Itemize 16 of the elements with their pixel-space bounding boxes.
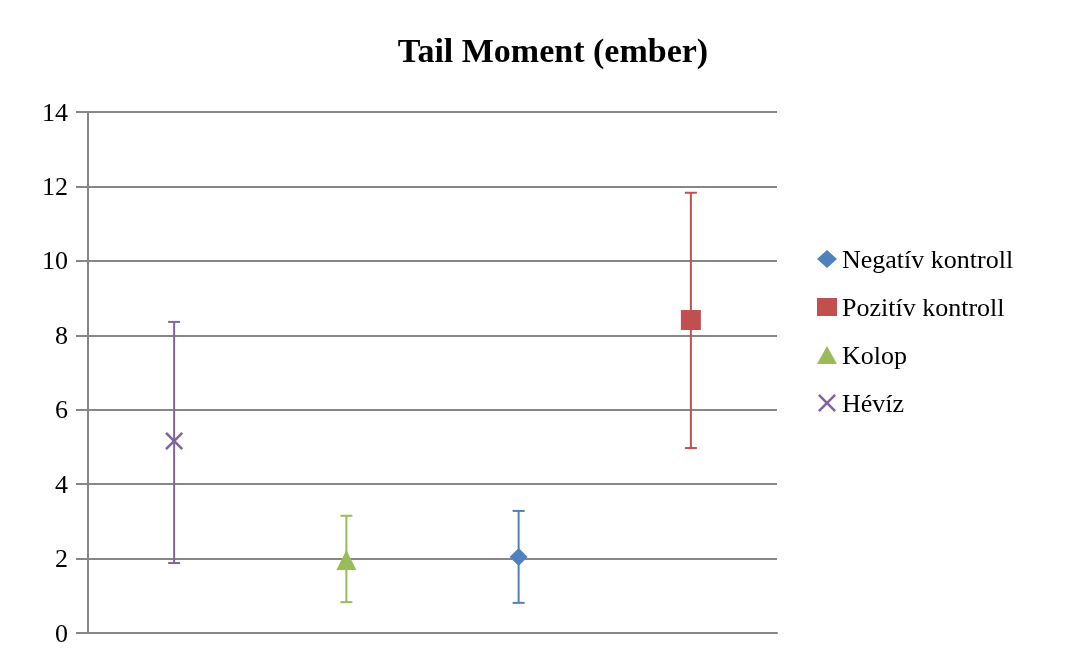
legend-label: Negatív kontroll (842, 244, 1014, 274)
legend-label: Hévíz (842, 388, 905, 418)
chart-title: Tail Moment (ember) (397, 31, 709, 70)
point (336, 550, 357, 571)
y-tick-label: 12 (42, 171, 68, 201)
point (680, 310, 701, 331)
y-tick-label: 10 (42, 246, 68, 276)
y-tick-label: 4 (55, 469, 68, 499)
y-tick-label: 0 (55, 618, 68, 648)
legend-label: Pozitív kontroll (842, 292, 1005, 322)
y-tick-label: 14 (42, 97, 68, 127)
legend-label: Kolop (842, 340, 907, 370)
point (509, 548, 528, 567)
y-tick-label: 2 (55, 544, 68, 574)
y-tick-label: 8 (55, 320, 68, 350)
y-tick-label: 6 (55, 395, 68, 425)
